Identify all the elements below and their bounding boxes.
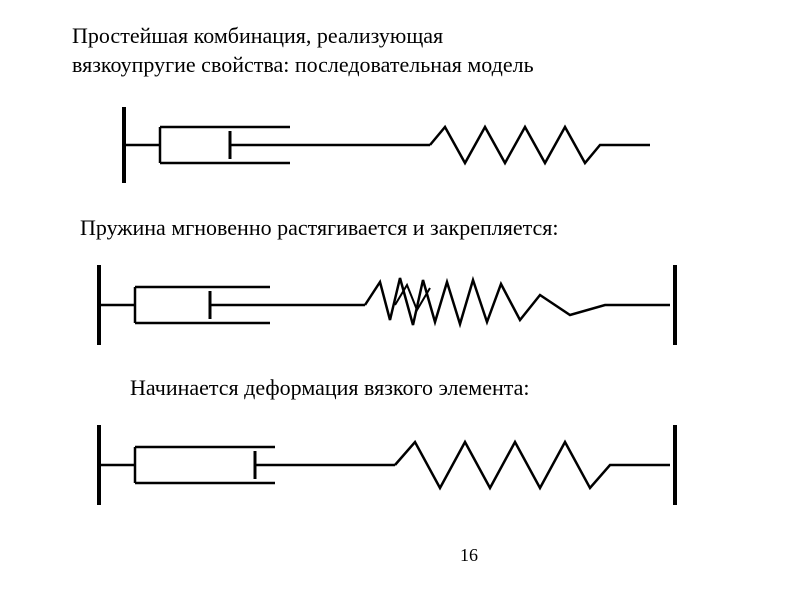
spring xyxy=(430,127,650,163)
caption-2: Пружина мгновенно растягивается и закреп… xyxy=(80,215,558,241)
spring xyxy=(395,442,670,488)
title-text: Простейшая комбинация, реализующая вязко… xyxy=(72,22,534,79)
diagram-3-viscous-deformation xyxy=(95,420,715,515)
page-number: 16 xyxy=(460,545,478,566)
spring-compressed xyxy=(365,278,670,325)
caption-3: Начинается деформация вязкого элемента: xyxy=(130,375,530,401)
title-line-1: Простейшая комбинация, реализующая xyxy=(72,22,534,51)
diagram-2-spring-stretched xyxy=(95,260,715,355)
diagram-1-series-model xyxy=(120,105,680,190)
title-line-2: вязкоупругие свойства: последовательная … xyxy=(72,51,534,80)
